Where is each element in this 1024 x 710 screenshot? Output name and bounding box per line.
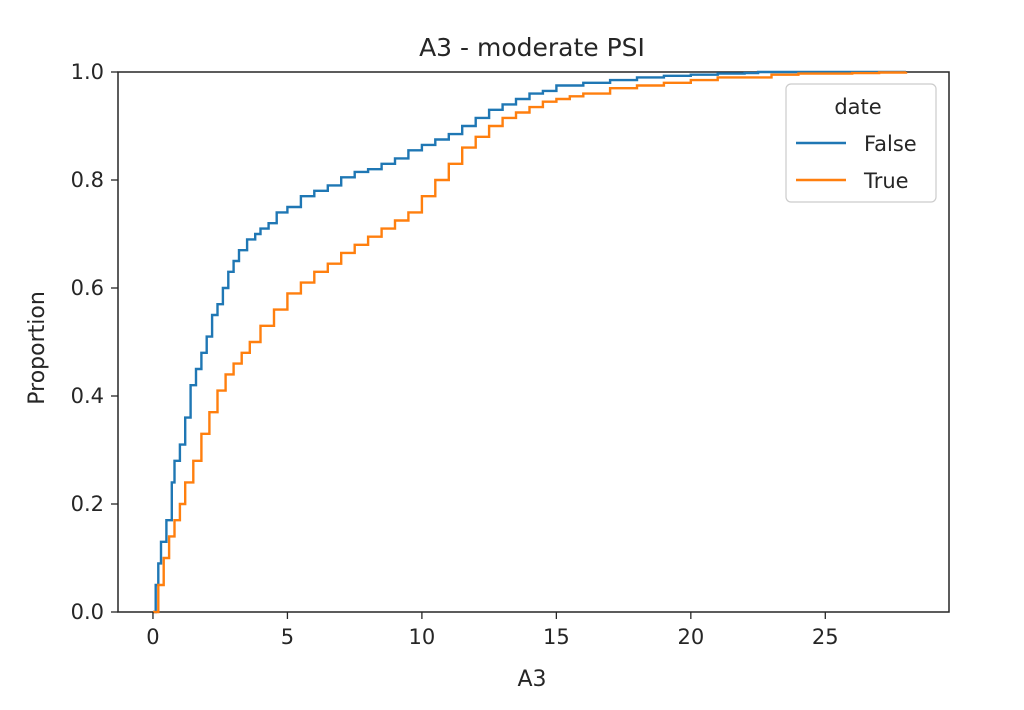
series-layer	[153, 70, 908, 614]
x-tick-label: 10	[409, 625, 436, 649]
legend-box	[785, 83, 937, 203]
legend-label-false: False	[864, 132, 917, 156]
y-axis-ticks: 0.0 0.2 0.4 0.6 0.8 1.0	[71, 60, 118, 624]
x-axis-ticks: 0 5 10 15 20 25	[146, 612, 839, 649]
series-line-true	[153, 71, 908, 614]
y-axis-label: Proportion	[25, 291, 50, 405]
series-line-false	[153, 70, 906, 614]
x-tick-label: 25	[812, 625, 839, 649]
x-tick-label: 20	[677, 625, 704, 649]
y-tick-label: 0.2	[71, 492, 104, 516]
chart-title: A3 - moderate PSI	[419, 33, 645, 62]
y-tick-label: 0.0	[71, 600, 104, 624]
legend-entries: False True	[796, 132, 917, 193]
y-tick-label: 1.0	[71, 60, 104, 84]
y-tick-label: 0.4	[71, 384, 104, 408]
x-axis-label: A3	[517, 667, 546, 692]
legend: date False True	[785, 83, 937, 203]
y-tick-label: 0.6	[71, 276, 104, 300]
x-tick-label: 0	[146, 625, 159, 649]
y-tick-label: 0.8	[71, 168, 104, 192]
x-tick-label: 5	[281, 625, 294, 649]
x-tick-label: 15	[543, 625, 570, 649]
legend-label-true: True	[863, 169, 909, 193]
legend-title: date	[834, 95, 881, 119]
